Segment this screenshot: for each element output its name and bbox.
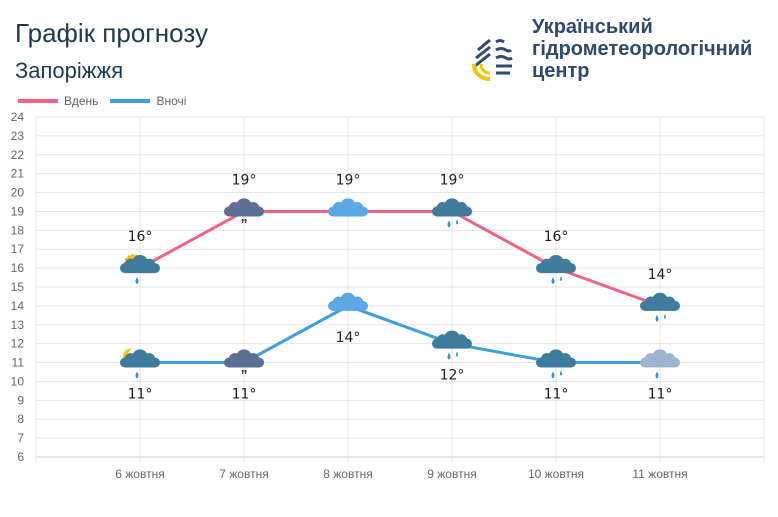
- night-temp-label: 11°: [232, 387, 257, 403]
- x-tick-label: 9 жовтня: [427, 467, 476, 481]
- y-tick-label: 23: [11, 129, 25, 143]
- y-tick-label: 15: [11, 280, 25, 294]
- cloud-rain-icon: [432, 198, 472, 228]
- legend-label-night[interactable]: Вночі: [156, 94, 187, 108]
- sun-cloud-rain-icon: [120, 254, 160, 285]
- y-tick-label: 13: [11, 318, 25, 332]
- cloud-rain-icon: [536, 349, 576, 379]
- day-temp-label: 16°: [128, 229, 153, 245]
- night-temp-label: 14°: [336, 330, 361, 346]
- y-tick-label: 12: [11, 337, 25, 351]
- svg-text:”: ”: [241, 367, 248, 383]
- cloud-icon: [328, 292, 368, 311]
- cloud-rain-icon: [432, 330, 472, 360]
- x-tick-label: 10 жовтня: [528, 467, 584, 481]
- org-line: Український: [532, 16, 653, 38]
- y-tick-label: 16: [11, 261, 25, 275]
- y-tick-label: 21: [11, 167, 25, 181]
- y-tick-label: 20: [11, 186, 25, 200]
- y-tick-label: 10: [11, 374, 25, 388]
- legend-swatch-day[interactable]: [18, 99, 58, 103]
- x-tick-label: 8 жовтня: [323, 467, 372, 481]
- cloud-drizzle-icon: ”: [224, 198, 264, 231]
- x-tick-label: 6 жовтня: [115, 467, 164, 481]
- y-tick-label: 11: [12, 356, 25, 370]
- y-tick-label: 9: [17, 393, 24, 407]
- y-tick-label: 14: [11, 299, 25, 313]
- y-tick-label: 6: [17, 450, 24, 464]
- day-temp-label: 14°: [648, 267, 673, 283]
- moon-cloud-rain-icon: [120, 348, 160, 379]
- night-temp-label: 12°: [440, 368, 465, 384]
- y-tick-label: 22: [11, 148, 25, 162]
- org-line: центр: [532, 60, 590, 82]
- day-temp-label: 19°: [232, 172, 257, 188]
- cloud-rain-icon: [536, 254, 576, 285]
- y-tick-label: 17: [11, 242, 25, 256]
- page-title: Графік прогнозу: [15, 18, 208, 48]
- ukrhydromet-logo: [472, 38, 513, 81]
- y-tick-label: 18: [11, 223, 25, 237]
- cloud-drizzle-icon: ”: [224, 349, 264, 383]
- cloud-light-rain-icon: [640, 349, 680, 379]
- day-temp-label: 19°: [336, 172, 361, 188]
- cloud-rain-icon: [640, 292, 680, 322]
- svg-text:”: ”: [241, 215, 248, 231]
- y-tick-label: 8: [17, 412, 24, 426]
- cloud-icon: [328, 198, 368, 217]
- night-temp-label: 11°: [128, 387, 153, 403]
- night-line: [140, 304, 660, 365]
- day-temp-label: 19°: [440, 172, 465, 188]
- legend-swatch-night[interactable]: [110, 99, 151, 103]
- night-temp-label: 11°: [544, 387, 569, 403]
- day-line: [139, 209, 661, 308]
- legend-label-day[interactable]: Вдень: [64, 94, 99, 108]
- chart-legend: Вдень Вночі: [18, 94, 186, 108]
- org-line: гідрометеорологічний: [532, 38, 753, 60]
- y-tick-label: 24: [11, 110, 25, 124]
- x-tick-label: 7 жовтня: [219, 467, 268, 481]
- night-temp-label: 11°: [648, 387, 673, 403]
- day-temp-label: 16°: [544, 229, 569, 245]
- y-tick-label: 19: [11, 204, 25, 218]
- y-tick-label: 7: [17, 431, 24, 445]
- city-name: Запоріжжя: [15, 58, 124, 83]
- x-tick-label: 11 жовтня: [632, 467, 687, 481]
- org-name: Український гідрометеорологічний центр: [532, 16, 752, 82]
